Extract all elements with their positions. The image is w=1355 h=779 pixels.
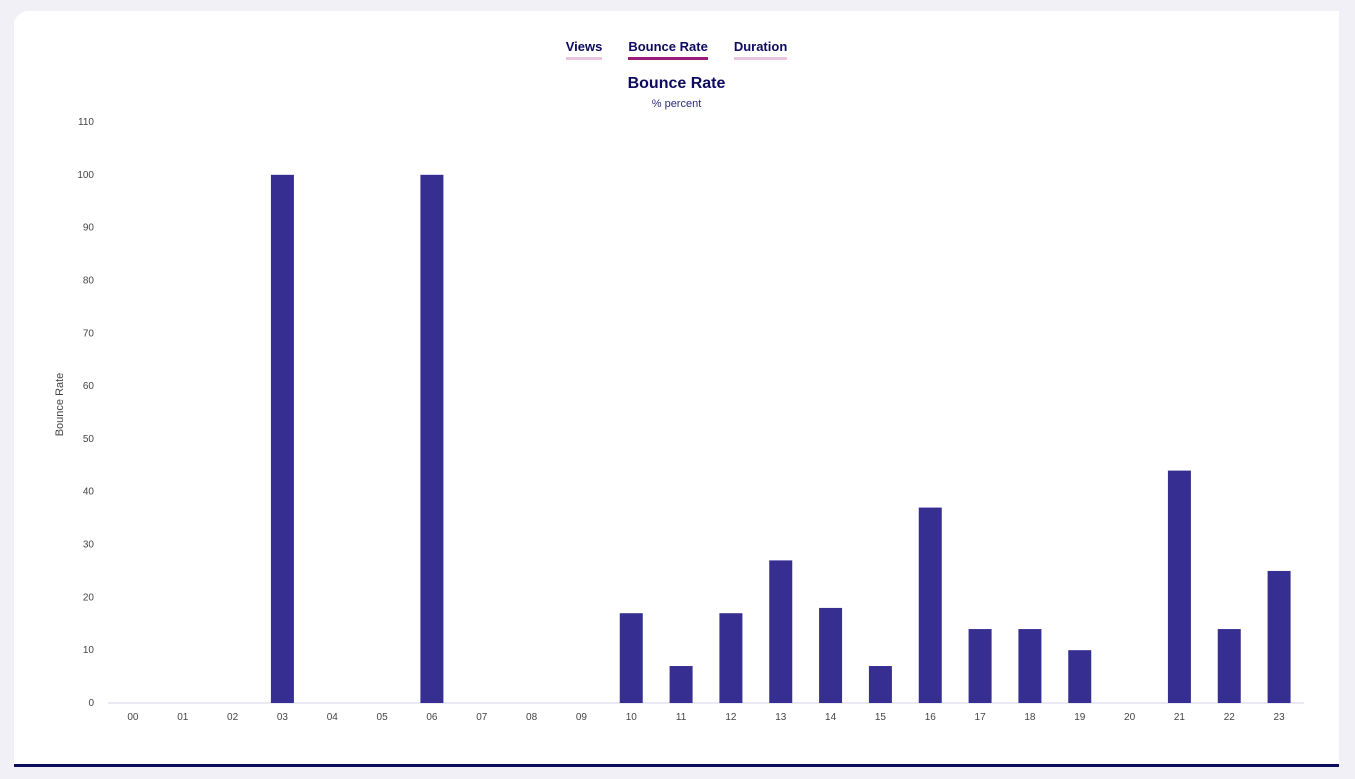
y-tick-label: 110: [78, 117, 94, 128]
x-tick-label: 03: [277, 712, 289, 723]
bar: [270, 174, 294, 703]
x-tick-label: 17: [975, 712, 987, 723]
metric-tabs: Views Bounce Rate Duration: [14, 39, 1339, 60]
y-tick-label: 60: [83, 381, 95, 392]
x-tick-label: 10: [626, 712, 638, 723]
tab-bounce-rate[interactable]: Bounce Rate: [628, 39, 708, 60]
bounce-rate-chart: 0 10 20 30 40 50 60 70 80 90 100 110 Bounce Rate 00 01…: [54, 117, 1304, 723]
x-tick-label: 19: [1074, 712, 1086, 723]
x-tick-label: 23: [1274, 712, 1286, 723]
bar: [669, 666, 693, 703]
x-tick-label: 02: [227, 712, 239, 723]
y-tick-label: 20: [83, 592, 95, 603]
tab-views[interactable]: Views: [565, 39, 603, 60]
bar: [968, 629, 992, 703]
y-tick-label: 70: [83, 328, 95, 339]
y-tick-label: 10: [83, 645, 95, 656]
x-tick-label: 21: [1174, 712, 1186, 723]
x-tick-label: 00: [127, 712, 139, 723]
bar: [619, 613, 643, 703]
tab-duration[interactable]: Duration: [733, 39, 788, 60]
y-axis-label: Bounce Rate: [54, 373, 66, 437]
y-tick-label: 90: [83, 223, 95, 234]
bar: [1018, 629, 1042, 703]
bar: [868, 666, 892, 703]
chart-title: Bounce Rate: [627, 75, 726, 92]
bar: [1167, 470, 1191, 703]
bar: [719, 613, 743, 703]
bar: [819, 607, 843, 703]
x-tick-label: 04: [327, 712, 339, 723]
y-tick-label: 50: [83, 434, 95, 445]
x-tick-label: 13: [775, 712, 787, 723]
x-tick-label: 22: [1224, 712, 1236, 723]
x-tick-label: 14: [825, 712, 837, 723]
bar: [1267, 570, 1291, 703]
y-tick-label: 80: [83, 275, 95, 286]
x-tick-label: 16: [925, 712, 937, 723]
chart-subtitle: % percent: [651, 98, 702, 110]
bar: [420, 174, 444, 703]
x-tick-label: 09: [576, 712, 588, 723]
x-tick-label: 15: [875, 712, 887, 723]
x-tick-label: 05: [377, 712, 389, 723]
x-tick-label: 07: [476, 712, 488, 723]
bar: [1068, 650, 1092, 703]
chart-card: Views Bounce Rate Duration Bounce Rate %…: [14, 11, 1339, 767]
x-tick-label: 12: [725, 712, 737, 723]
bar: [918, 507, 942, 703]
x-tick-label: 01: [177, 712, 189, 723]
x-tick-label: 20: [1124, 712, 1136, 723]
y-tick-label: 30: [83, 540, 95, 551]
y-tick-label: 0: [88, 698, 94, 709]
x-tick-label: 08: [526, 712, 538, 723]
x-tick-label: 11: [676, 712, 687, 723]
bar: [769, 560, 793, 703]
y-tick-label: 40: [83, 487, 95, 498]
bar: [1217, 629, 1241, 703]
x-tick-label: 06: [426, 712, 438, 723]
y-tick-label: 100: [77, 170, 94, 181]
x-tick-label: 18: [1024, 712, 1036, 723]
